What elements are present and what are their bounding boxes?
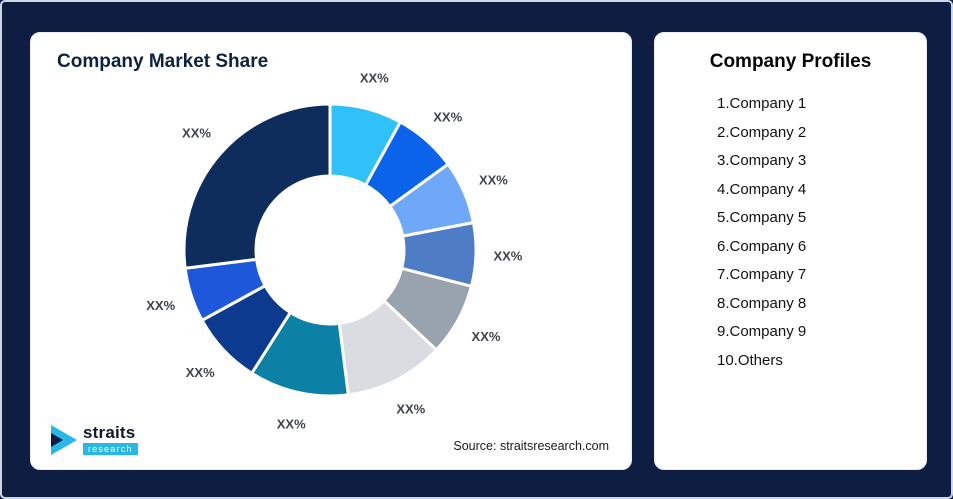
list-item: 6.Company 6 — [717, 237, 807, 255]
list-item: 2.Company 2 — [717, 123, 807, 141]
list-item: 3.Company 3 — [717, 152, 807, 169]
list-item: 10.Others — [717, 351, 783, 369]
logo-straits-label: straits — [83, 423, 136, 442]
slice-label: XX% — [146, 298, 175, 313]
company-profiles-card: Company Profiles 1.Company 1 2.Company 2… — [654, 32, 927, 470]
slice-label: XX% — [277, 417, 306, 432]
list-item: 1.Company 1 — [717, 95, 807, 112]
chart-title: Company Market Share — [57, 51, 269, 72]
list-item: 9.Company 9 — [717, 323, 807, 340]
source-text: Source: straitsresearch.com — [453, 439, 609, 453]
logo-text: straits research — [83, 424, 138, 455]
slice-label: XX% — [182, 125, 211, 140]
slice-label: XX% — [360, 71, 389, 86]
straits-research-logo: straits research — [51, 424, 138, 455]
list-item: 5.Company 5 — [717, 209, 807, 226]
donut-slice-others — [182, 102, 332, 270]
slice-label: XX% — [396, 402, 425, 417]
list-item: 7.Company 7 — [717, 266, 807, 283]
donut-chart: XX% XX% XX% XX% XX% XX% XX% XX% XX% XX% — [146, 71, 523, 432]
slice-label: XX% — [479, 172, 508, 187]
company-list: 1.Company 1 2.Company 2 3.Company 3 4.Co… — [717, 95, 926, 370]
list-item: 8.Company 8 — [717, 294, 807, 312]
slice-label: XX% — [472, 329, 501, 344]
logo-research-label: research — [83, 443, 138, 455]
logo-icon — [51, 424, 77, 455]
slice-label: XX% — [186, 365, 215, 380]
slice-label: XX% — [433, 110, 462, 125]
slice-label: XX% — [493, 249, 522, 264]
list-item: 4.Company 4 — [717, 180, 807, 198]
market-share-card: XX% XX% XX% XX% XX% XX% XX% XX% XX% XX% Company M… — [30, 32, 632, 470]
profiles-title: Company Profiles — [709, 51, 872, 72]
